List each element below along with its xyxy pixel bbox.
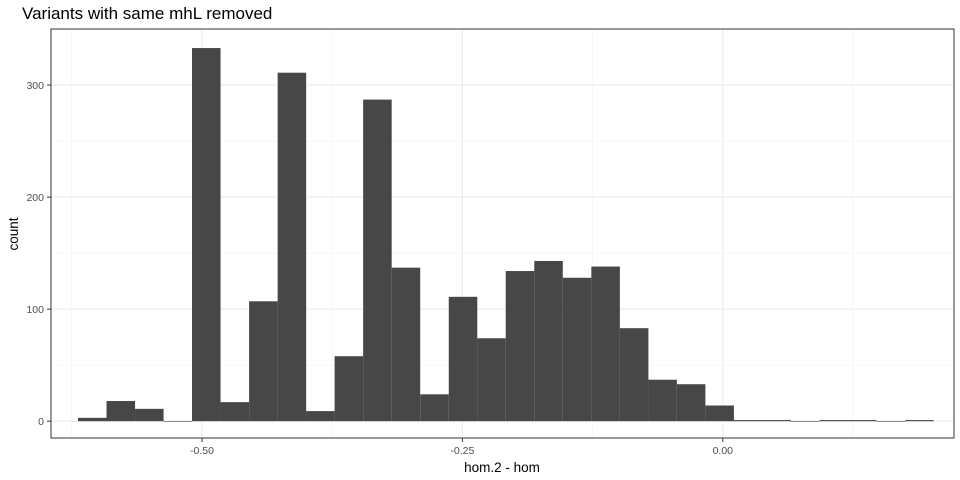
histogram-bar: [619, 328, 649, 422]
histogram-bar: [762, 420, 792, 422]
histogram-bar: [790, 421, 820, 422]
histogram-bar: [562, 277, 592, 422]
histogram-bar: [648, 379, 677, 422]
histogram-bar: [477, 338, 506, 422]
histogram-bar: [220, 402, 250, 422]
histogram-bar: [534, 260, 563, 422]
histogram-bar: [277, 72, 307, 422]
histogram-bar: [163, 421, 193, 422]
x-tick-label: -0.50: [190, 445, 214, 457]
histogram-bar: [420, 394, 449, 422]
histogram-bar: [733, 420, 763, 422]
histogram-bar: [505, 271, 535, 422]
histogram-bar: [192, 48, 221, 422]
x-tick-label: -0.25: [450, 445, 474, 457]
histogram-bar: [905, 420, 934, 422]
y-tick-label: 0: [38, 416, 44, 428]
x-axis: -0.50 -0.25 0.00: [190, 438, 733, 457]
histogram-bar: [591, 266, 620, 422]
x-tick-label: 0.00: [713, 445, 734, 457]
histogram-bar: [676, 384, 706, 422]
histogram-bar: [391, 267, 421, 422]
chart-title: Variants with same mhL removed: [22, 4, 273, 23]
histogram-bar: [77, 417, 107, 422]
histogram-bar: [106, 401, 136, 422]
histogram-bar: [448, 296, 478, 422]
histogram-bar: [847, 420, 877, 422]
histogram-bar: [819, 420, 848, 422]
histogram-bars: [77, 48, 934, 422]
x-axis-title: hom.2 - hom: [464, 460, 540, 475]
plot-panel-border: [50, 28, 955, 439]
y-tick-label: 200: [26, 192, 44, 204]
y-axis-title: count: [6, 217, 21, 250]
histogram-bar: [705, 405, 734, 422]
histogram-bar: [249, 301, 278, 422]
histogram-bar: [363, 99, 392, 422]
histogram-bar: [876, 421, 906, 422]
histogram-bar: [334, 356, 364, 422]
y-tick-label: 100: [26, 304, 44, 316]
y-axis: 0 100 200 300: [26, 80, 51, 428]
histogram-bar: [306, 411, 335, 422]
y-tick-label: 300: [26, 80, 44, 92]
histogram-bar: [135, 408, 164, 422]
